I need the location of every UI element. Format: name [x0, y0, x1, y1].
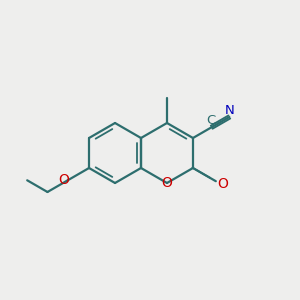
Text: C: C [206, 114, 216, 127]
Text: O: O [218, 177, 228, 191]
Text: N: N [224, 104, 234, 117]
Text: O: O [59, 173, 70, 187]
Text: O: O [161, 176, 172, 190]
